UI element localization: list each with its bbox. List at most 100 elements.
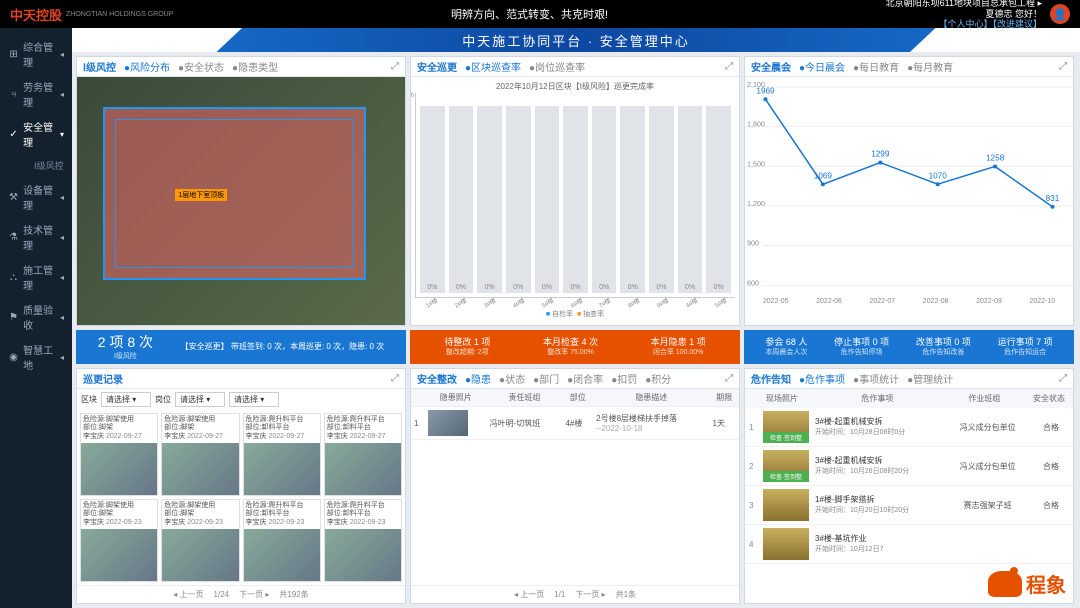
svg-text:1299: 1299 xyxy=(871,150,890,159)
patrol-title: 安全巡更 xyxy=(417,59,457,74)
danger-row[interactable]: 1检查·签到整3#楼-起重机械安拆开始时间：10月28日08时0分冯义成分包单位… xyxy=(745,408,1073,447)
danger-tabs: ●危作事项 ●事项统计 ●管理统计 xyxy=(799,371,961,386)
tab[interactable]: ●岗位巡查率 xyxy=(529,63,585,74)
filter-select[interactable]: 请选择 ▾ xyxy=(175,392,225,407)
sidebar-item[interactable]: ♃劳务管理◂ xyxy=(0,74,72,114)
svg-text:1,800: 1,800 xyxy=(747,122,765,129)
site-map[interactable]: 1层地下室顶板 xyxy=(77,77,405,325)
tab[interactable]: ●部门 xyxy=(533,375,559,386)
tab[interactable]: ●状态 xyxy=(499,375,525,386)
sidebar-item[interactable]: ◉智慧工地◂ xyxy=(0,337,72,377)
sidebar-item[interactable]: ⚗技术管理◂ xyxy=(0,217,72,257)
logo-sub: ZHONGTIAN HOLDINGS GROUP xyxy=(66,11,173,18)
sidebar: ⊞综合管理◂♃劳务管理◂✓安全管理▾Ⅰ级风控⚒设备管理◂⚗技术管理◂⛬施工管理◂… xyxy=(0,28,72,608)
sidebar-item[interactable]: ⊞综合管理◂ xyxy=(0,34,72,74)
watermark: 程象 xyxy=(988,569,1066,598)
svg-text:600: 600 xyxy=(747,280,759,287)
danger-row[interactable]: 43#楼-基坑作业开始时间：10月12日7 xyxy=(745,525,1073,564)
tab[interactable]: ●每日教育 xyxy=(853,63,899,74)
tab[interactable]: ●隐患 xyxy=(465,375,491,386)
danger-row[interactable]: 31#楼-脚手架搭拆开始时间：10月20日10时20分赛志强架子班合格 xyxy=(745,486,1073,525)
sidebar-item[interactable]: ⚑质量验收◂ xyxy=(0,297,72,337)
tab[interactable]: ●区块巡查率 xyxy=(465,63,521,74)
tab[interactable]: ●积分 xyxy=(645,375,671,386)
svg-text:1258: 1258 xyxy=(986,154,1005,163)
expand-icon[interactable]: ⤢ xyxy=(391,61,399,72)
filter-select[interactable]: 请选择 ▾ xyxy=(101,392,151,407)
expand-icon[interactable]: ⤢ xyxy=(725,61,733,72)
danger-body: 1检查·签到整3#楼-起重机械安拆开始时间：10月28日08时0分冯义成分包单位… xyxy=(745,408,1073,564)
svg-text:1069: 1069 xyxy=(814,171,833,180)
tab[interactable]: ●隐患类型 xyxy=(232,63,278,74)
avatar[interactable]: 👤 xyxy=(1050,4,1070,24)
records-title: 巡更记录 xyxy=(83,371,123,386)
records-grid: 危险源:脚架使用部位:脚架李宝庆 2022-09-27危险源:脚架使用部位:脚架… xyxy=(77,410,405,585)
svg-text:1,500: 1,500 xyxy=(747,161,765,168)
risk-title: Ⅰ级风控 xyxy=(83,59,116,74)
meeting-chart: 2,1001,8001,5001,20090060019691069129910… xyxy=(745,77,1073,325)
sidebar-item[interactable]: ⛬施工管理◂ xyxy=(0,257,72,297)
sidebar-item[interactable]: Ⅰ级风控 xyxy=(0,154,72,177)
patrol-chart: 2022年10月12日区块【Ⅰ级风险】巡更完成率 100%0%0%0%0%0%0… xyxy=(411,77,739,325)
patrol-tabs: ●区块巡查率 ●岗位巡查率 xyxy=(465,59,593,74)
tab[interactable]: ●危作事项 xyxy=(799,375,845,386)
record-card[interactable]: 危险源:脚架使用部位:脚架李宝庆 2022-09-27 xyxy=(80,413,158,496)
tab[interactable]: ●风险分布 xyxy=(124,63,170,74)
tab[interactable]: ●安全状态 xyxy=(178,63,224,74)
chart-title: 2022年10月12日区块【Ⅰ级风险】巡更完成率 xyxy=(415,81,735,92)
meeting-title: 安全晨会 xyxy=(751,59,791,74)
stats-bar: 2 项 8 次Ⅰ级风险 【安全巡更】 带班签到: 0 次，本周巡更: 0 次，隐… xyxy=(76,330,1074,364)
patrol-panel: 安全巡更 ●区块巡查率 ●岗位巡查率 ⤢ 2022年10月12日区块【Ⅰ级风险】巡… xyxy=(410,56,740,326)
pager-prev[interactable]: ◂ 上一页 xyxy=(514,589,544,600)
record-card[interactable]: 危险源:爬升料平台部位:卸料平台李宝庆 2022-09-23 xyxy=(243,499,321,582)
expand-icon[interactable]: ⤢ xyxy=(1059,61,1067,72)
site-label: 1层地下室顶板 xyxy=(175,189,227,201)
meeting-panel: 安全晨会 ●今日晨会●每日教育●每月教育 ⤢ 2,1001,8001,5001,… xyxy=(744,56,1074,326)
expand-icon[interactable]: ⤢ xyxy=(725,373,733,384)
rectify-tabs: ●隐患 ●状态 ●部门 ●闭合率 ●扣罚 ●积分 xyxy=(465,371,679,386)
pager-next[interactable]: 下一页 ▸ xyxy=(575,589,605,600)
filter-select[interactable]: 请选择 ▾ xyxy=(229,392,279,407)
user-greeting: 夏德忠 您好！ xyxy=(985,9,1042,19)
top-right: 北京朝阳东坝611地块项目总承包工程 ▸ 夏德忠 您好！ 【个人中心】【改进建议… xyxy=(886,0,1042,30)
rectify-pager: ◂ 上一页 1/1 下一页 ▸ 共1条 xyxy=(411,585,739,603)
record-card[interactable]: 危险源:脚架使用部位:脚架李宝庆 2022-09-27 xyxy=(161,413,239,496)
svg-text:1,200: 1,200 xyxy=(747,201,765,208)
tab[interactable]: ●事项统计 xyxy=(853,375,899,386)
records-panel: 巡更记录⤢ 区块请选择 ▾岗位请选择 ▾请选择 ▾ 危险源:脚架使用部位:脚架李… xyxy=(76,368,406,604)
record-card[interactable]: 危险源:爬升料平台部位:卸料平台李宝庆 2022-09-27 xyxy=(324,413,402,496)
sidebar-item[interactable]: ⚒设备管理◂ xyxy=(0,177,72,217)
danger-title: 危作告知 xyxy=(751,371,791,386)
svg-text:1969: 1969 xyxy=(756,86,775,95)
pager-next[interactable]: 下一页 ▸ xyxy=(239,589,269,600)
expand-icon[interactable]: ⤢ xyxy=(391,373,399,384)
tab[interactable]: ●闭合率 xyxy=(567,375,603,386)
tab[interactable]: ●每月教育 xyxy=(907,63,953,74)
risk-tabs: ●风险分布 ●安全状态 ●隐患类型 xyxy=(124,59,286,74)
rectify-title: 安全整改 xyxy=(417,371,457,386)
table-row[interactable]: 1冯叶明-切筑班4#楼2号楼8层楼梯扶手掉落--2022-10-181天 xyxy=(411,407,739,440)
y-label: 100% xyxy=(411,92,414,99)
record-card[interactable]: 危险源:脚架使用部位:脚架李宝庆 2022-09-23 xyxy=(80,499,158,582)
tab[interactable]: ●扣罚 xyxy=(611,375,637,386)
record-card[interactable]: 危险源:爬升料平台部位:卸料平台李宝庆 2022-09-23 xyxy=(324,499,402,582)
svg-text:831: 831 xyxy=(1046,194,1060,203)
logo: 中天控股 xyxy=(10,5,62,24)
risk-panel: Ⅰ级风控 ●风险分布 ●安全状态 ●隐患类型 ⤢ 1层地下室顶板 xyxy=(76,56,406,326)
tab[interactable]: ●今日晨会 xyxy=(799,63,845,74)
record-card[interactable]: 危险源:爬升料平台部位:卸料平台李宝庆 2022-09-27 xyxy=(243,413,321,496)
rectify-table: 隐患照片责任班组部位隐患描述期限 1冯叶明-切筑班4#楼2号楼8层楼梯扶手掉落-… xyxy=(411,389,739,440)
stats-risk: 2 项 8 次Ⅰ级风险 【安全巡更】 带班签到: 0 次，本周巡更: 0 次，隐… xyxy=(76,330,406,364)
tab[interactable]: ●管理统计 xyxy=(907,375,953,386)
records-filter: 区块请选择 ▾岗位请选择 ▾请选择 ▾ xyxy=(77,389,405,410)
expand-icon[interactable]: ⤢ xyxy=(1059,373,1067,384)
stats-rect: 待整改 1 项整改超期: 2项 本月检查 4 次整改率 75.00% 本月隐患 … xyxy=(410,330,740,364)
danger-row[interactable]: 2检查·签到整3#楼-起重机械安拆开始时间：10月26日08时20分冯义成分包单… xyxy=(745,447,1073,486)
sidebar-item[interactable]: ✓安全管理▾ xyxy=(0,114,72,154)
pager-prev[interactable]: ◂ 上一页 xyxy=(173,589,203,600)
page-title: 中天施工协同平台 · 安全管理中心 xyxy=(72,28,1080,52)
danger-header: 现场照片危作事项作业班组安全状态 xyxy=(745,389,1073,408)
project-name[interactable]: 北京朝阳东坝611地块项目总承包工程 ▸ xyxy=(886,0,1042,9)
stats-danger: 参会 68 人本周晨会人次 停止事项 0 项危作告知停场 改善事项 0 项危作告… xyxy=(744,330,1074,364)
record-card[interactable]: 危险源:脚架使用部位:脚架李宝庆 2022-09-23 xyxy=(161,499,239,582)
